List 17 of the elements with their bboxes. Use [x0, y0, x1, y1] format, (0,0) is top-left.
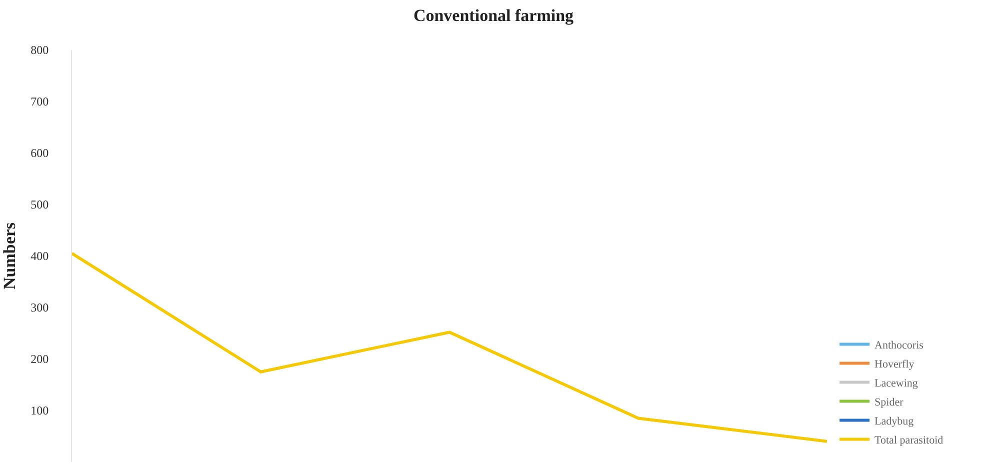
legend-label: Anthocoris: [874, 340, 924, 352]
y-axis-title: Numbers: [0, 222, 19, 290]
line-series: [72, 252, 827, 443]
legend-label: Spider: [874, 396, 904, 409]
legend-label: Ladybug: [874, 416, 914, 428]
legend-label: Lacewing: [874, 378, 918, 390]
y-tick-label: 800: [30, 43, 49, 58]
y-tick-label: 200: [30, 352, 49, 366]
y-tick-label: 400: [30, 249, 49, 264]
y-tick-label: 600: [30, 146, 49, 160]
y-tick-label: 700: [30, 94, 49, 109]
y-tick-label: 500: [30, 198, 49, 212]
chart-title: Conventional farming: [413, 6, 574, 26]
legend-label: Hoverfly: [874, 358, 915, 371]
y-tick-label: 100: [30, 404, 49, 418]
y-tick-label: 300: [30, 300, 49, 315]
legend-label: Total parasitoid: [874, 434, 944, 447]
